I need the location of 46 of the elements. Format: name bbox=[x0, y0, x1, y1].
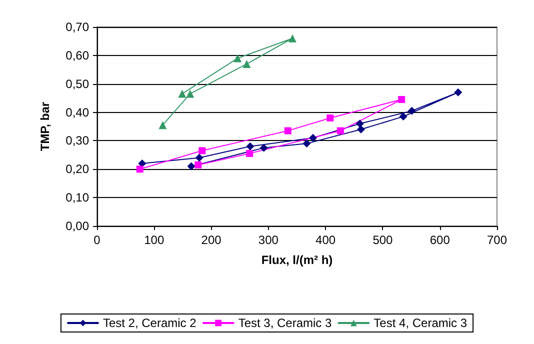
point bbox=[158, 121, 167, 130]
x-tick-label: 100 bbox=[144, 233, 164, 247]
x-tick-label: 400 bbox=[316, 233, 336, 247]
x-tick-label: 200 bbox=[201, 233, 222, 247]
point bbox=[195, 154, 204, 162]
y-tick-label: 0,40 bbox=[66, 105, 90, 120]
point bbox=[234, 54, 242, 62]
point bbox=[246, 142, 254, 150]
point bbox=[284, 127, 292, 134]
y-tick-label: 0,60 bbox=[66, 48, 90, 62]
x-tick-label: 600 bbox=[430, 233, 450, 247]
point bbox=[246, 150, 254, 158]
y-axis-title: TMP, bar bbox=[38, 102, 52, 152]
legend-label: Test 4, Ceramic 3 bbox=[374, 316, 468, 330]
point bbox=[194, 161, 202, 168]
point bbox=[260, 144, 268, 152]
legend-label: Test 3, Ceramic 3 bbox=[238, 316, 332, 330]
x-tick-label: 500 bbox=[372, 233, 394, 247]
legend-label: Test 2, Ceramic 2 bbox=[102, 316, 197, 330]
point bbox=[136, 166, 144, 173]
y-tick-label: 0,70 bbox=[66, 20, 90, 34]
point bbox=[454, 88, 462, 96]
point bbox=[336, 127, 344, 134]
point bbox=[309, 134, 317, 142]
y-tick-label: 0,10 bbox=[66, 190, 90, 205]
x-tick-label: 300 bbox=[258, 233, 279, 247]
x-tick-label: 0 bbox=[94, 233, 101, 247]
point bbox=[398, 96, 406, 103]
point bbox=[178, 90, 186, 98]
point bbox=[288, 34, 296, 42]
x-tick-label: 700 bbox=[486, 233, 508, 247]
y-tick-label: 0,30 bbox=[66, 134, 90, 148]
point bbox=[356, 120, 364, 128]
y-tick-label: 0,20 bbox=[66, 162, 90, 176]
y-tick-label: 0,00 bbox=[66, 219, 90, 233]
y-tick-label: 0,50 bbox=[66, 76, 90, 91]
point bbox=[408, 106, 416, 115]
point bbox=[187, 162, 196, 170]
x-axis-title: Flux, l/(m² h) bbox=[261, 253, 333, 267]
point bbox=[326, 114, 334, 122]
point bbox=[242, 60, 251, 68]
point bbox=[357, 125, 365, 134]
point bbox=[186, 90, 194, 98]
point bbox=[198, 147, 206, 154]
point bbox=[399, 112, 408, 121]
point bbox=[302, 140, 311, 148]
